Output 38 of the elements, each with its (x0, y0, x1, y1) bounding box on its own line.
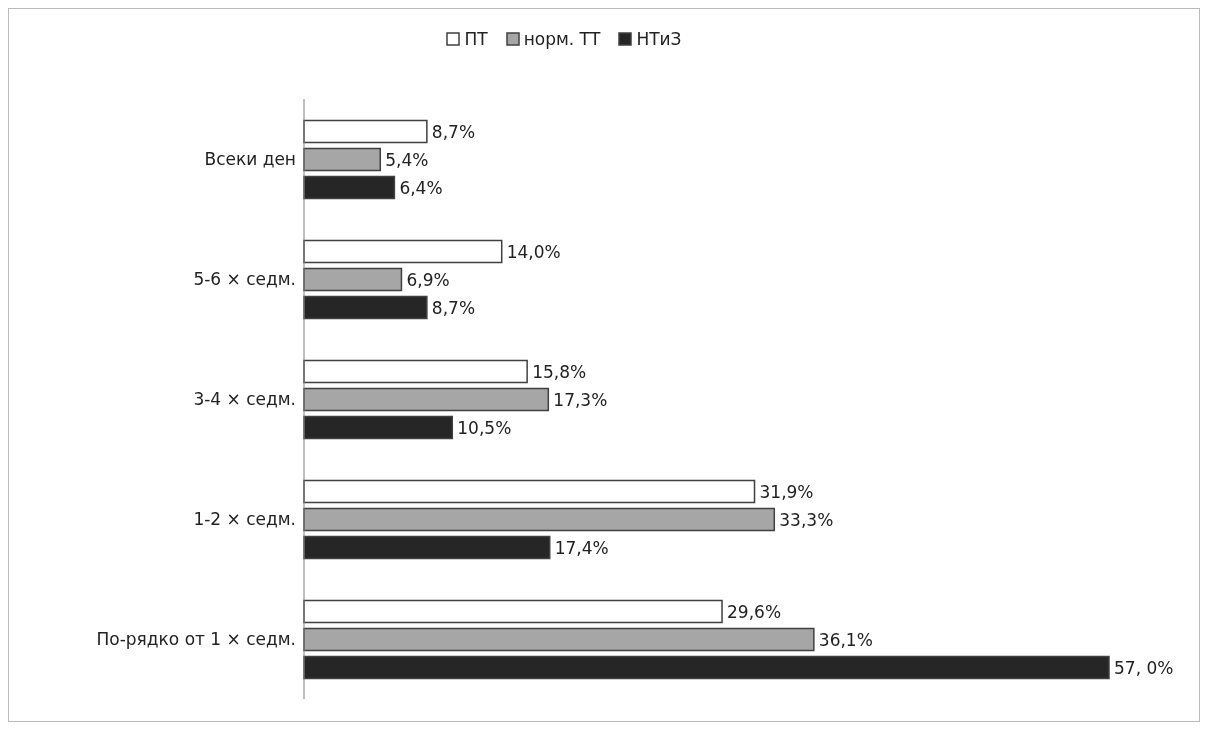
data-label: 6,4% (399, 177, 443, 198)
legend-label: ПТ (464, 29, 488, 49)
data-label: 8,7% (431, 121, 476, 142)
bar (303, 239, 503, 264)
bar (303, 267, 403, 292)
data-label: 5,4% (385, 149, 429, 170)
data-label: 17,3% (553, 389, 608, 410)
bar (303, 295, 428, 320)
data-label: 8,7% (431, 297, 476, 318)
bar (303, 359, 528, 384)
y-tick-label: По-рядко от 1 × седм. (96, 629, 296, 650)
bar (303, 507, 776, 532)
data-label: 29,6% (727, 601, 782, 622)
bar (303, 175, 396, 200)
data-label: 31,9% (759, 481, 814, 502)
data-label: 14,0% (506, 241, 561, 262)
bar (303, 599, 723, 624)
bar (303, 535, 551, 560)
data-label: 10,5% (457, 417, 512, 438)
legend-label: норм. ТТ (523, 29, 601, 49)
bar (303, 627, 815, 652)
data-label: 36,1% (818, 629, 873, 650)
data-label: 17,4% (554, 537, 609, 558)
bar (303, 655, 1110, 680)
y-tick-label: 5-6 × седм. (193, 269, 296, 290)
bar (303, 479, 756, 504)
bar (303, 415, 454, 440)
bar (303, 387, 550, 412)
data-label: 15,8% (532, 361, 587, 382)
legend-label: НТиЗ (636, 29, 682, 49)
data-label: 33,3% (779, 509, 834, 530)
bar (303, 147, 382, 172)
y-tick-label: 3-4 × седм. (193, 389, 296, 410)
data-label: 6,9% (406, 269, 450, 290)
y-tick-label: 1-2 × седм. (193, 509, 296, 530)
y-tick-label: Всеки ден (204, 149, 296, 170)
data-label: 57, 0% (1114, 657, 1174, 678)
bar (303, 119, 428, 144)
